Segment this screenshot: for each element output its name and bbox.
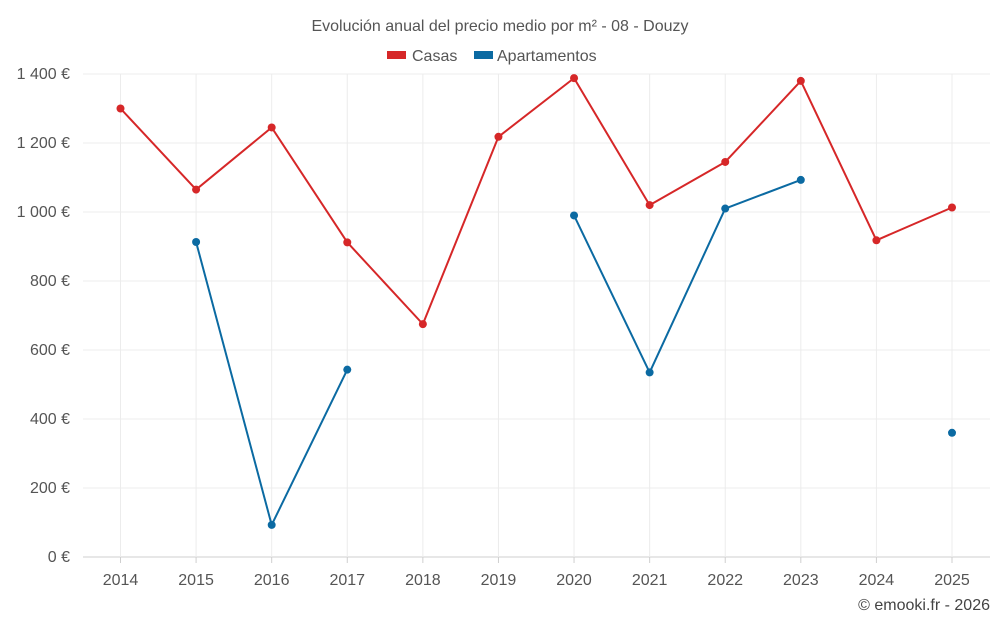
- chart-credit: © emooki.fr - 2026: [858, 597, 990, 614]
- data-point[interactable]: [494, 132, 503, 141]
- legend-label-apartamentos[interactable]: Apartamentos: [497, 48, 597, 65]
- y-tick-label: 600 €: [30, 342, 70, 359]
- data-point[interactable]: [872, 236, 881, 245]
- x-tick-label: 2024: [859, 572, 895, 589]
- legend-swatch-apartamentos[interactable]: [474, 51, 493, 59]
- y-tick-label: 200 €: [30, 480, 70, 497]
- chart-title: Evolución anual del precio medio por m² …: [311, 18, 688, 35]
- x-tick-label: 2023: [783, 572, 819, 589]
- y-tick-label: 1 000 €: [17, 204, 70, 221]
- y-tick-label: 0 €: [48, 549, 70, 566]
- data-point[interactable]: [192, 185, 201, 194]
- x-tick-label: 2017: [329, 572, 365, 589]
- legend[interactable]: Casas Apartamentos: [387, 48, 597, 65]
- series-line: [119, 77, 953, 326]
- x-tick-label: 2014: [103, 572, 139, 589]
- series-apartamentos: [192, 175, 956, 529]
- data-point[interactable]: [645, 368, 654, 377]
- x-tick-label: 2021: [632, 572, 668, 589]
- legend-label-casas[interactable]: Casas: [412, 48, 457, 65]
- series-line: [573, 178, 802, 374]
- data-point[interactable]: [418, 320, 427, 329]
- x-tick-label: 2020: [556, 572, 592, 589]
- legend-swatch-casas[interactable]: [387, 51, 406, 59]
- data-point[interactable]: [570, 211, 579, 220]
- x-tick-label: 2019: [481, 572, 517, 589]
- y-tick-label: 1 400 €: [17, 66, 70, 83]
- data-point[interactable]: [796, 76, 805, 85]
- data-point[interactable]: [645, 201, 654, 210]
- data-point[interactable]: [948, 428, 956, 437]
- data-point[interactable]: [343, 365, 352, 374]
- y-tick-label: 1 200 €: [17, 135, 70, 152]
- y-tick-label: 400 €: [30, 411, 70, 428]
- data-point[interactable]: [267, 123, 276, 132]
- data-point[interactable]: [721, 204, 730, 213]
- grid-layer: [83, 73, 990, 558]
- data-point[interactable]: [192, 238, 201, 247]
- data-point[interactable]: [267, 520, 276, 529]
- x-tick-label: 2016: [254, 572, 290, 589]
- data-point[interactable]: [796, 175, 805, 184]
- x-tick-label: 2022: [707, 572, 743, 589]
- x-tick-label: 2018: [405, 572, 441, 589]
- x-tick-label: 2015: [178, 572, 214, 589]
- x-tick-label: 2025: [934, 572, 970, 589]
- y-tick-label: 800 €: [30, 273, 70, 290]
- data-point[interactable]: [570, 74, 579, 83]
- data-point[interactable]: [721, 157, 730, 166]
- series-layer: [116, 74, 956, 529]
- data-point[interactable]: [948, 203, 956, 212]
- axis-layer: 0 € 200 € 400 € 600 € 800 € 1 000 € 1 200 € 1 4…: [17, 66, 970, 589]
- series-casas: [116, 74, 956, 329]
- data-point[interactable]: [116, 104, 125, 113]
- data-point[interactable]: [343, 238, 352, 247]
